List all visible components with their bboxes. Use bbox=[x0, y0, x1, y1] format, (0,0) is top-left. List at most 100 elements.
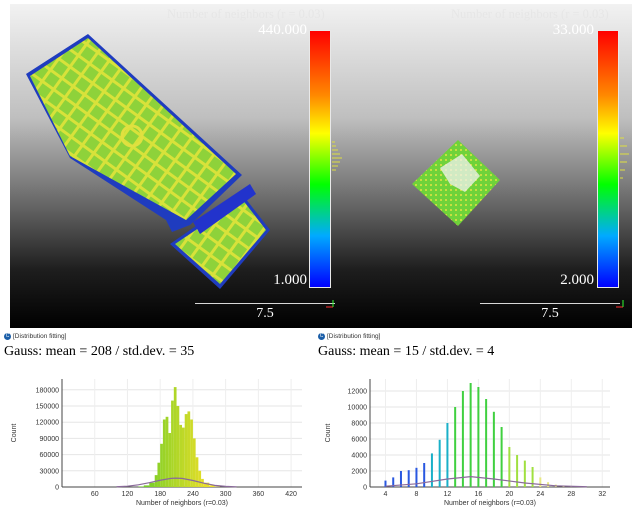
y-tick-label: 0 bbox=[363, 485, 367, 492]
histogram-chart-right[interactable]: 0 2000 4000 6000 8000 10000 12000 4 8 12 16 20 24 28 3… bbox=[318, 369, 618, 509]
histogram-bar bbox=[485, 399, 488, 487]
histogram-bar bbox=[187, 411, 191, 487]
color-scale-max-right: 33.000 bbox=[552, 22, 594, 38]
histogram-bar bbox=[157, 462, 161, 487]
y-tick-label: 150000 bbox=[36, 404, 59, 411]
distribution-panel-left: C [Distribution fitting] Gauss: mean = 20… bbox=[4, 333, 304, 513]
y-tick-label: 30000 bbox=[40, 468, 60, 475]
gauss-fit-curve bbox=[116, 477, 237, 488]
histogram-bar bbox=[138, 486, 144, 487]
x-tick-label: 4 bbox=[384, 491, 388, 498]
building-footprint-left bbox=[26, 34, 270, 289]
scale-bar-right bbox=[480, 303, 620, 304]
histogram-bar bbox=[198, 470, 202, 487]
x-axis-label: Number of neighbors (r=0.03) bbox=[136, 500, 228, 507]
scalar-field-title-right: Number of neighbors (r = 0.03) bbox=[451, 7, 609, 21]
histogram-bar bbox=[165, 416, 169, 487]
cloudcompare-logo-icon: C bbox=[4, 333, 11, 340]
x-tick-label: 120 bbox=[122, 491, 134, 498]
y-tick-label: 90000 bbox=[40, 436, 60, 443]
axis-indicator-right bbox=[616, 300, 624, 308]
histogram-bar bbox=[407, 470, 410, 487]
gauss-summary-left: Gauss: mean = 208 / std.dev. = 35 bbox=[4, 344, 195, 359]
histogram-bar bbox=[160, 443, 163, 487]
color-scale-max-left: 440.000 bbox=[258, 22, 307, 38]
cloudcompare-logo-icon: C bbox=[318, 333, 325, 340]
histogram-bar bbox=[176, 406, 180, 487]
x-tick-label: 360 bbox=[253, 491, 265, 498]
x-tick-label: 16 bbox=[474, 491, 482, 498]
color-scale-histogram-right bbox=[620, 137, 629, 179]
x-tick-label: 28 bbox=[567, 491, 575, 498]
histogram-bar bbox=[508, 447, 511, 487]
point-cloud-left[interactable] bbox=[10, 4, 632, 328]
scale-label-left: 7.5 bbox=[256, 306, 274, 321]
histogram-bar bbox=[209, 485, 215, 487]
histogram-bar bbox=[446, 423, 449, 487]
x-tick-label: 12 bbox=[444, 491, 452, 498]
histogram-bars bbox=[138, 387, 221, 487]
histogram-bar bbox=[500, 427, 503, 487]
histogram-bar bbox=[203, 482, 210, 487]
color-scale-min-left: 1.000 bbox=[273, 272, 307, 288]
histogram-bar bbox=[182, 427, 185, 487]
histogram-bar bbox=[195, 457, 199, 487]
panel-header-left: C [Distribution fitting] bbox=[4, 333, 66, 340]
histogram-bar bbox=[477, 387, 480, 487]
histogram-bar bbox=[516, 455, 519, 487]
histogram-bar bbox=[384, 480, 387, 487]
x-tick-label: 420 bbox=[285, 491, 297, 498]
y-tick-label: 4000 bbox=[351, 453, 367, 460]
histogram-bar bbox=[539, 477, 542, 487]
y-tick-label: 60000 bbox=[40, 452, 60, 459]
3d-viewport[interactable]: Number of neighbors (r = 0.03) 440.000 1… bbox=[10, 4, 632, 328]
y-tick-label: 0 bbox=[55, 485, 59, 492]
y-tick-label: 120000 bbox=[36, 420, 59, 427]
color-scale-histogram-left bbox=[332, 141, 342, 171]
y-tick-label: 12000 bbox=[348, 389, 368, 396]
building-footprint-right bbox=[412, 140, 500, 226]
panel-header-text: [Distribution fitting] bbox=[13, 333, 67, 341]
y-tick-label: 10000 bbox=[348, 405, 368, 412]
histogram-bar bbox=[162, 419, 166, 487]
y-tick-label: 6000 bbox=[351, 437, 367, 444]
histogram-bar bbox=[438, 439, 441, 487]
distribution-panel-right: C [Distribution fitting] Gauss: mean = 15… bbox=[318, 333, 618, 513]
color-scale-min-right: 2.000 bbox=[560, 272, 594, 288]
histogram-bar bbox=[469, 383, 472, 487]
scale-label-right: 7.5 bbox=[541, 306, 559, 321]
histogram-bar bbox=[415, 467, 418, 487]
histogram-bar bbox=[531, 467, 534, 487]
histogram-bar bbox=[149, 482, 155, 487]
panel-header-right: C [Distribution fitting] bbox=[318, 333, 380, 340]
scale-bar-left bbox=[195, 303, 335, 304]
gauss-summary-right: Gauss: mean = 15 / std.dev. = 4 bbox=[318, 344, 495, 359]
x-tick-label: 20 bbox=[505, 491, 513, 498]
color-scale-bar-left bbox=[309, 30, 331, 288]
histogram-bar bbox=[454, 407, 457, 487]
x-tick-label: 240 bbox=[187, 491, 199, 498]
color-scale-bar-right bbox=[597, 30, 619, 288]
y-tick-label: 8000 bbox=[351, 421, 367, 428]
y-tick-label: 2000 bbox=[351, 469, 367, 476]
x-tick-label: 60 bbox=[91, 491, 99, 498]
histogram-bar bbox=[179, 424, 182, 487]
histogram-bar bbox=[184, 414, 188, 487]
histogram-bar bbox=[190, 419, 193, 487]
histogram-bar bbox=[171, 400, 174, 487]
histogram-bar bbox=[430, 453, 433, 487]
x-tick-label: 300 bbox=[220, 491, 232, 498]
x-tick-label: 180 bbox=[154, 491, 166, 498]
histogram-bar bbox=[523, 460, 526, 487]
histogram-bar bbox=[168, 433, 172, 487]
gauss-fit-curve bbox=[385, 475, 587, 488]
x-tick-label: 24 bbox=[536, 491, 544, 498]
y-tick-label: 180000 bbox=[36, 387, 59, 394]
histogram-bar bbox=[461, 391, 464, 487]
histogram-chart-left[interactable]: 0 30000 60000 90000 120000 150000 180000 60 120 1… bbox=[4, 369, 304, 509]
histogram-bar bbox=[492, 411, 495, 487]
scalar-field-title-left: Number of neighbors (r = 0.03) bbox=[167, 7, 325, 21]
panel-header-text: [Distribution fitting] bbox=[327, 333, 381, 341]
y-axis-label: Count bbox=[325, 424, 332, 443]
histogram-bar bbox=[399, 471, 402, 487]
